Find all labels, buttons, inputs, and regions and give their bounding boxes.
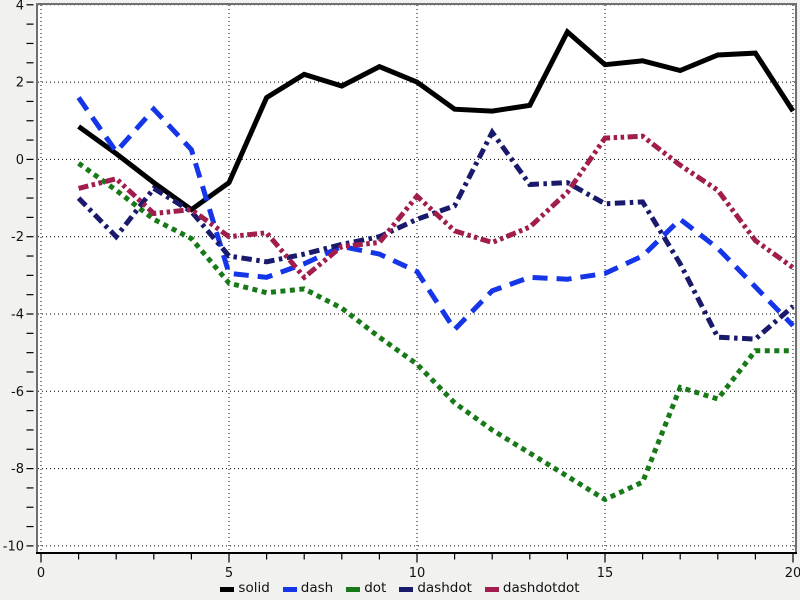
x-tick-label: 5 [225,566,233,581]
legend-swatch-dashdotdot [484,586,499,592]
x-tick-label: 10 [409,566,426,581]
legend-label-dashdotdot: dashdotdot [502,580,580,597]
tick-labels: 420-2-4-6-8-100 5 10 15 20 [3,0,800,581]
x-tick-label: 20 [785,566,800,581]
x-tick-label: 15 [597,566,614,581]
legend-label-dot: dot [364,580,387,597]
legend-label-solid: solid [238,580,270,597]
y-tick-label: -4 [11,308,24,323]
legend-item-solid: solid [220,580,270,597]
y-tick-label: -8 [11,462,24,477]
plot-area [38,4,796,553]
y-tick-label: 0 [16,153,24,168]
x-tick-label: 0 [37,566,45,581]
series-line-solid [77,27,796,213]
legend-item-dashdotdot: dashdotdot [484,580,580,597]
series-line-dashdotdot [77,133,795,281]
y-tick-label: -2 [11,230,24,245]
legend-item-dashdot: dashdot [399,582,472,596]
plot-frame [36,3,797,553]
y-tick-label: -10 [3,539,24,554]
legend-label-dash: dash [300,580,334,597]
legend-item-dot: dot [346,582,386,596]
legend-label-dashdot: dashdot [417,580,472,597]
chart-legend: solid dash dot dashdot dashdotdot [0,580,800,598]
series-lines [76,27,796,503]
y-tick-label: 4 [16,0,24,13]
series-line-dash [76,96,795,334]
legend-swatch-dash [282,586,297,592]
legend-item-dash: dash [282,580,334,597]
legend-swatch-dot [346,586,361,592]
legend-swatch-dashdot [399,586,414,592]
y-tick-label: 2 [16,76,24,91]
y-tick-label: -6 [11,385,24,400]
axis-ticks [26,4,794,563]
legend-swatch-solid [220,586,235,592]
series-line-dashdot [76,127,795,342]
series-line-dot [77,161,793,503]
